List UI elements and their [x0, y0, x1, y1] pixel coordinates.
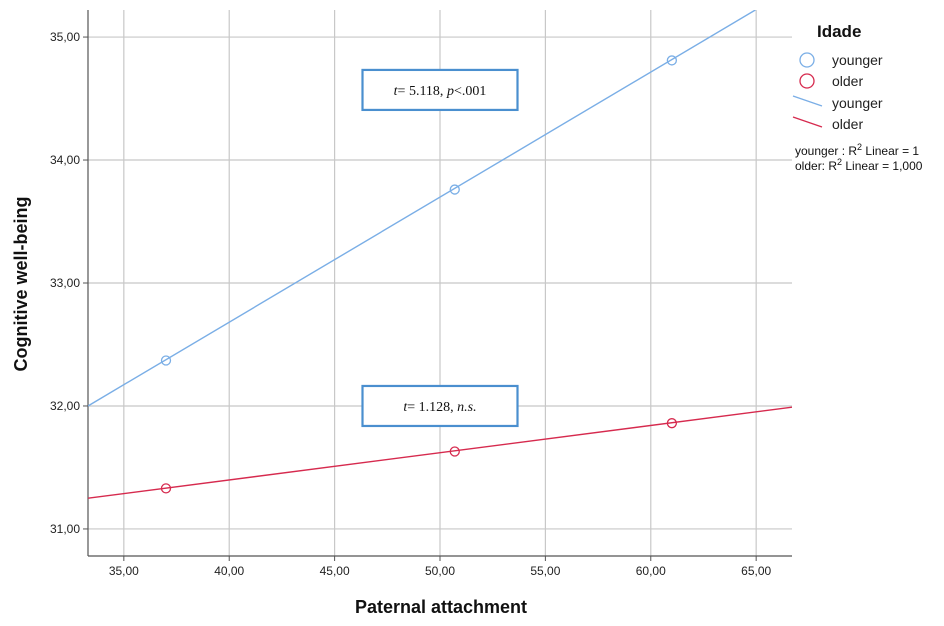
x-tick-label: 40,00 [214, 564, 244, 578]
data-point-older [449, 446, 460, 457]
data-point-younger [449, 184, 460, 195]
x-tick-label: 65,00 [741, 564, 771, 578]
legend-rsq-text: younger : R2 Linear = 1 [795, 142, 919, 158]
legend: Idade younger older younger older younger : … [792, 22, 923, 173]
rsq-suffix: Linear = 1 [862, 144, 919, 158]
tick-labels: 35,00 40,00 45,00 50,00 55,00 60,00 65,00 31,00… [50, 30, 772, 578]
legend-marker-label: younger [832, 52, 883, 68]
series-younger [88, 10, 756, 407]
rsq-prefix: younger : R [795, 144, 857, 158]
y-tick-label: 35,00 [50, 30, 80, 44]
annotation-stat: t [403, 400, 408, 415]
legend-marker-item: older [799, 73, 863, 89]
annotation-text: t= 1.128, n.s. [403, 400, 476, 415]
legend-title: Idade [817, 22, 861, 41]
rsq-prefix: older: R [795, 159, 837, 173]
x-tick-label: 60,00 [636, 564, 666, 578]
data-point-older [160, 483, 172, 494]
rsq-superscript: 2 [837, 157, 842, 167]
legend-line-icon [792, 95, 823, 107]
data-point-older [666, 418, 678, 429]
legend-items: younger older younger older younger : R2 Lin… [792, 52, 923, 173]
annotation-value: = 1.128, [407, 400, 457, 415]
legend-rsq-text: older: R2 Linear = 1,000 [795, 157, 923, 173]
fit-line-older [88, 406, 792, 499]
legend-line-item: younger [792, 95, 883, 111]
annotation-value: = 5.118, [398, 84, 447, 99]
annotation-text: t= 5.118, p<.001 [394, 84, 487, 99]
y-tick-label: 32,00 [50, 399, 80, 413]
data-series [88, 10, 792, 499]
legend-marker-label: older [832, 73, 863, 89]
legend-line-label: younger [832, 95, 883, 111]
y-tick-label: 31,00 [50, 522, 80, 536]
legend-marker-icon [799, 73, 815, 89]
y-tick-label: 33,00 [50, 276, 80, 290]
annotation-frame [361, 68, 519, 112]
annotation-p-label: n.s. [457, 400, 476, 415]
legend-line-icon [792, 116, 823, 128]
x-tick-label: 45,00 [320, 564, 350, 578]
y-axis-title: Cognitive well-being [11, 196, 31, 371]
annotation-box: t= 1.128, n.s. [361, 384, 519, 428]
x-axis-title: Paternal attachment [355, 597, 527, 617]
annotation-p-label: p [446, 84, 454, 99]
x-tick-label: 35,00 [109, 564, 139, 578]
legend-marker-icon [799, 52, 815, 68]
data-point-younger [160, 355, 172, 366]
annotation-p-value: <.001 [454, 84, 486, 99]
x-tick-label: 50,00 [425, 564, 455, 578]
data-point-younger [666, 55, 678, 66]
x-tick-label: 55,00 [530, 564, 560, 578]
rsq-suffix: Linear = 1,000 [842, 159, 923, 173]
fit-line-younger [88, 10, 756, 407]
series-older [88, 406, 792, 499]
y-tick-label: 34,00 [50, 153, 80, 167]
legend-marker-item: younger [799, 52, 883, 68]
annotation-box: t= 5.118, p<.001 [361, 68, 519, 112]
legend-line-label: older [832, 116, 863, 132]
legend-line-item: older [792, 116, 863, 132]
annotation-frame [361, 384, 519, 428]
rsq-superscript: 2 [857, 142, 862, 152]
annotation-stat: t [394, 84, 399, 99]
